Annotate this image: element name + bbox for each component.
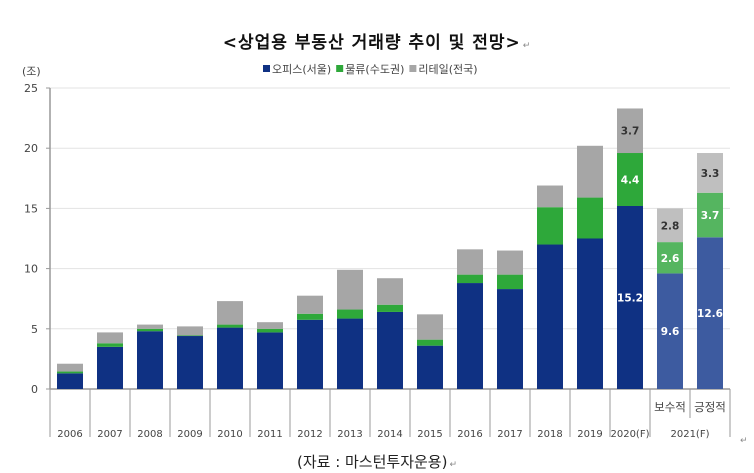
bar-segment <box>97 332 123 344</box>
bar-segment <box>617 205 643 389</box>
bar-segment <box>97 346 123 389</box>
bar-segment <box>297 319 323 389</box>
bar-segment <box>417 314 443 340</box>
data-label: 4.4 <box>621 175 640 187</box>
data-label: 2.8 <box>661 220 680 232</box>
y-axis-label: (조) <box>22 65 41 78</box>
x-subcategory-label: 보수적 <box>654 400 686 414</box>
bar-segment <box>97 343 123 347</box>
x-tick-label: 2012 <box>297 429 322 440</box>
bar-segment <box>457 274 483 284</box>
x-tick-label: 2008 <box>137 429 162 440</box>
bar-segment <box>657 242 683 274</box>
source-note: (자료 : 마스턴투자운용) <box>0 451 754 472</box>
bar-segment <box>257 332 283 389</box>
return-mark <box>738 428 748 447</box>
data-label: 9.6 <box>661 326 680 338</box>
x-tick-label: 2010 <box>217 429 242 440</box>
bar-segment <box>217 301 243 325</box>
legend-swatch <box>263 65 270 72</box>
bar-segment <box>577 238 603 389</box>
bar-segment <box>537 185 563 208</box>
bar-segment <box>457 283 483 389</box>
data-label: 3.7 <box>701 210 720 222</box>
data-label: 2.6 <box>661 253 680 265</box>
bar-segment <box>537 207 563 245</box>
bar-segment <box>417 339 443 346</box>
bar-segment <box>137 324 163 329</box>
bar-segment <box>497 274 523 290</box>
bar-segment <box>377 304 403 312</box>
data-label: 3.7 <box>621 126 640 138</box>
y-tick-label: 25 <box>24 82 38 95</box>
bar-segment <box>177 335 203 337</box>
bar-segment <box>57 363 83 372</box>
bar-segment <box>497 250 523 275</box>
bar-segment <box>217 324 243 328</box>
bar-segment <box>417 345 443 389</box>
y-tick-label: 20 <box>24 142 38 155</box>
chart-title: <상업용 부동산 거래량 추이 및 전망> <box>0 28 754 53</box>
legend-swatch <box>336 65 344 72</box>
x-subcategory-label: 긍정적 <box>694 400 726 414</box>
bar-segment <box>617 108 643 154</box>
x-tick-label: 2019 <box>577 429 602 440</box>
bar-segment <box>177 336 203 389</box>
y-tick-label: 5 <box>31 323 38 336</box>
bar-segment <box>257 322 283 329</box>
bar-segment <box>697 153 723 193</box>
bar-segment <box>577 145 603 198</box>
x-tick-label: 2017 <box>497 429 522 440</box>
x-tick-label: 2015 <box>417 429 442 440</box>
bar-segment <box>497 289 523 389</box>
bar-segment <box>577 197 603 239</box>
bar-segment <box>57 373 83 389</box>
y-tick-label: 0 <box>31 383 38 396</box>
legend-label: 물류(수도권) <box>345 63 404 76</box>
bar-segment <box>137 328 163 332</box>
x-tick-label: 2011 <box>257 429 282 440</box>
bar-segment <box>177 326 203 336</box>
bar-segment <box>337 318 363 389</box>
bar-segment <box>217 327 243 389</box>
bar-segment <box>297 313 323 320</box>
x-tick-label: 2006 <box>57 429 82 440</box>
bar-segment <box>337 269 363 310</box>
bar-segment <box>257 328 283 333</box>
bar-segment <box>137 331 163 389</box>
x-tick-label: 2007 <box>97 429 122 440</box>
legend-label: 리테일(전국) <box>418 62 477 76</box>
bar-segment <box>457 249 483 275</box>
x-tick-label: 2013 <box>337 429 362 440</box>
y-tick-label: 10 <box>24 263 38 276</box>
x-tick-label: 2014 <box>377 429 402 440</box>
x-tick-label: 2018 <box>537 429 562 440</box>
y-tick-label: 15 <box>24 202 38 215</box>
bar-segment <box>617 153 643 206</box>
bar-segment <box>697 192 723 238</box>
legend-swatch <box>409 65 417 72</box>
bar-segment <box>377 311 403 389</box>
bar-segment <box>697 237 723 389</box>
bar-segment <box>657 273 683 389</box>
bar-segment <box>657 208 683 243</box>
bar-segment <box>377 278 403 305</box>
data-label: 12.6 <box>697 308 723 320</box>
bar-segment <box>337 309 363 319</box>
bar-segment <box>297 295 323 314</box>
data-label: 3.3 <box>701 168 720 180</box>
bar-segment <box>537 244 563 389</box>
x-group-label: 2021(F) <box>670 429 709 440</box>
x-tick-label: 2016 <box>457 429 482 440</box>
data-label: 15.2 <box>617 292 643 304</box>
legend-label: 오피스(서울) <box>272 63 331 76</box>
x-tick-label: 2009 <box>177 429 202 440</box>
bar-segment <box>57 371 83 374</box>
x-tick-label: 2020(F) <box>610 429 649 440</box>
